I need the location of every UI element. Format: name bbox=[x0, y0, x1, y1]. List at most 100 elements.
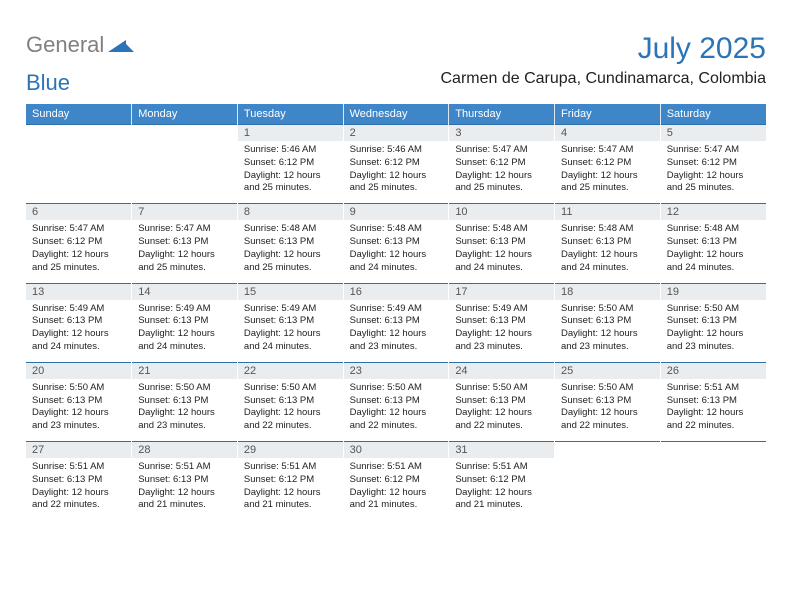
day-details: Sunrise: 5:46 AMSunset: 6:12 PMDaylight:… bbox=[344, 141, 449, 203]
calendar-cell: 25Sunrise: 5:50 AMSunset: 6:13 PMDayligh… bbox=[555, 362, 661, 441]
calendar-cell: 4Sunrise: 5:47 AMSunset: 6:12 PMDaylight… bbox=[555, 125, 661, 204]
day-details: Sunrise: 5:49 AMSunset: 6:13 PMDaylight:… bbox=[238, 300, 343, 362]
day-details: Sunrise: 5:51 AMSunset: 6:13 PMDaylight:… bbox=[661, 379, 766, 441]
day-number: 14 bbox=[132, 284, 237, 300]
calendar-cell: . bbox=[26, 125, 132, 204]
day-details: Sunrise: 5:49 AMSunset: 6:13 PMDaylight:… bbox=[449, 300, 554, 362]
calendar-cell: 20Sunrise: 5:50 AMSunset: 6:13 PMDayligh… bbox=[26, 362, 132, 441]
location-subtitle: Carmen de Carupa, Cundinamarca, Colombia bbox=[441, 70, 767, 88]
calendar-cell: 29Sunrise: 5:51 AMSunset: 6:12 PMDayligh… bbox=[237, 442, 343, 521]
day-details: Sunrise: 5:50 AMSunset: 6:13 PMDaylight:… bbox=[661, 300, 766, 362]
day-number: 13 bbox=[26, 284, 131, 300]
day-details: Sunrise: 5:48 AMSunset: 6:13 PMDaylight:… bbox=[555, 220, 660, 282]
day-details: Sunrise: 5:50 AMSunset: 6:13 PMDaylight:… bbox=[26, 379, 131, 441]
day-details: Sunrise: 5:49 AMSunset: 6:13 PMDaylight:… bbox=[344, 300, 449, 362]
day-details: Sunrise: 5:48 AMSunset: 6:13 PMDaylight:… bbox=[661, 220, 766, 282]
day-details: Sunrise: 5:50 AMSunset: 6:13 PMDaylight:… bbox=[238, 379, 343, 441]
day-number: 25 bbox=[555, 363, 660, 379]
day-details: Sunrise: 5:47 AMSunset: 6:12 PMDaylight:… bbox=[449, 141, 554, 203]
day-header: Wednesday bbox=[343, 104, 449, 125]
calendar-cell: 1Sunrise: 5:46 AMSunset: 6:12 PMDaylight… bbox=[237, 125, 343, 204]
brand-mark-icon bbox=[108, 36, 134, 57]
day-details: Sunrise: 5:49 AMSunset: 6:13 PMDaylight:… bbox=[26, 300, 131, 362]
calendar-cell: 3Sunrise: 5:47 AMSunset: 6:12 PMDaylight… bbox=[449, 125, 555, 204]
brand-part1: General bbox=[26, 32, 104, 58]
day-number: 4 bbox=[555, 125, 660, 141]
day-number: 27 bbox=[26, 442, 131, 458]
calendar-cell: 11Sunrise: 5:48 AMSunset: 6:13 PMDayligh… bbox=[555, 204, 661, 283]
day-details: Sunrise: 5:47 AMSunset: 6:13 PMDaylight:… bbox=[132, 220, 237, 282]
calendar-cell: 28Sunrise: 5:51 AMSunset: 6:13 PMDayligh… bbox=[132, 442, 238, 521]
day-header: Sunday bbox=[26, 104, 132, 125]
day-details: Sunrise: 5:51 AMSunset: 6:13 PMDaylight:… bbox=[132, 458, 237, 520]
day-details: Sunrise: 5:47 AMSunset: 6:12 PMDaylight:… bbox=[26, 220, 131, 282]
calendar-cell: 7Sunrise: 5:47 AMSunset: 6:13 PMDaylight… bbox=[132, 204, 238, 283]
day-details: Sunrise: 5:51 AMSunset: 6:13 PMDaylight:… bbox=[26, 458, 131, 520]
day-number: 16 bbox=[344, 284, 449, 300]
calendar-cell: 2Sunrise: 5:46 AMSunset: 6:12 PMDaylight… bbox=[343, 125, 449, 204]
day-number: 28 bbox=[132, 442, 237, 458]
calendar-cell: 17Sunrise: 5:49 AMSunset: 6:13 PMDayligh… bbox=[449, 283, 555, 362]
calendar-cell: 6Sunrise: 5:47 AMSunset: 6:12 PMDaylight… bbox=[26, 204, 132, 283]
day-details: Sunrise: 5:48 AMSunset: 6:13 PMDaylight:… bbox=[344, 220, 449, 282]
page-title: July 2025 bbox=[441, 32, 767, 66]
day-details: Sunrise: 5:50 AMSunset: 6:13 PMDaylight:… bbox=[555, 300, 660, 362]
calendar-cell: 18Sunrise: 5:50 AMSunset: 6:13 PMDayligh… bbox=[555, 283, 661, 362]
day-number: 29 bbox=[238, 442, 343, 458]
day-number: 11 bbox=[555, 204, 660, 220]
calendar-cell: 14Sunrise: 5:49 AMSunset: 6:13 PMDayligh… bbox=[132, 283, 238, 362]
brand-logo: General bbox=[26, 32, 134, 58]
day-details: Sunrise: 5:51 AMSunset: 6:12 PMDaylight:… bbox=[344, 458, 449, 520]
calendar-cell: 13Sunrise: 5:49 AMSunset: 6:13 PMDayligh… bbox=[26, 283, 132, 362]
day-number: 8 bbox=[238, 204, 343, 220]
day-header: Saturday bbox=[660, 104, 766, 125]
day-details: Sunrise: 5:48 AMSunset: 6:13 PMDaylight:… bbox=[449, 220, 554, 282]
day-number: 10 bbox=[449, 204, 554, 220]
day-number: 3 bbox=[449, 125, 554, 141]
day-number: 17 bbox=[449, 284, 554, 300]
calendar-cell: 10Sunrise: 5:48 AMSunset: 6:13 PMDayligh… bbox=[449, 204, 555, 283]
day-number: 15 bbox=[238, 284, 343, 300]
day-details: Sunrise: 5:46 AMSunset: 6:12 PMDaylight:… bbox=[238, 141, 343, 203]
calendar-cell: 24Sunrise: 5:50 AMSunset: 6:13 PMDayligh… bbox=[449, 362, 555, 441]
calendar-cell: 8Sunrise: 5:48 AMSunset: 6:13 PMDaylight… bbox=[237, 204, 343, 283]
day-details: Sunrise: 5:51 AMSunset: 6:12 PMDaylight:… bbox=[449, 458, 554, 520]
day-number: 26 bbox=[661, 363, 766, 379]
calendar-cell: 21Sunrise: 5:50 AMSunset: 6:13 PMDayligh… bbox=[132, 362, 238, 441]
day-header: Tuesday bbox=[237, 104, 343, 125]
day-number: 18 bbox=[555, 284, 660, 300]
day-number: 20 bbox=[26, 363, 131, 379]
day-number: 22 bbox=[238, 363, 343, 379]
calendar-cell: 5Sunrise: 5:47 AMSunset: 6:12 PMDaylight… bbox=[660, 125, 766, 204]
calendar-cell: 22Sunrise: 5:50 AMSunset: 6:13 PMDayligh… bbox=[237, 362, 343, 441]
calendar-cell: 26Sunrise: 5:51 AMSunset: 6:13 PMDayligh… bbox=[660, 362, 766, 441]
calendar-table: SundayMondayTuesdayWednesdayThursdayFrid… bbox=[26, 104, 766, 520]
day-number: 12 bbox=[661, 204, 766, 220]
day-number: 30 bbox=[344, 442, 449, 458]
day-number: 24 bbox=[449, 363, 554, 379]
day-number: 31 bbox=[449, 442, 554, 458]
day-number: 19 bbox=[661, 284, 766, 300]
day-details: Sunrise: 5:50 AMSunset: 6:13 PMDaylight:… bbox=[132, 379, 237, 441]
day-details: Sunrise: 5:51 AMSunset: 6:12 PMDaylight:… bbox=[238, 458, 343, 520]
calendar-cell: 27Sunrise: 5:51 AMSunset: 6:13 PMDayligh… bbox=[26, 442, 132, 521]
calendar-cell: 31Sunrise: 5:51 AMSunset: 6:12 PMDayligh… bbox=[449, 442, 555, 521]
calendar-cell: . bbox=[660, 442, 766, 521]
calendar-cell: 19Sunrise: 5:50 AMSunset: 6:13 PMDayligh… bbox=[660, 283, 766, 362]
day-header: Thursday bbox=[449, 104, 555, 125]
calendar-cell: 9Sunrise: 5:48 AMSunset: 6:13 PMDaylight… bbox=[343, 204, 449, 283]
calendar-cell: . bbox=[555, 442, 661, 521]
day-number: 5 bbox=[661, 125, 766, 141]
day-number: 23 bbox=[344, 363, 449, 379]
calendar-cell: . bbox=[132, 125, 238, 204]
calendar-cell: 15Sunrise: 5:49 AMSunset: 6:13 PMDayligh… bbox=[237, 283, 343, 362]
calendar-cell: 12Sunrise: 5:48 AMSunset: 6:13 PMDayligh… bbox=[660, 204, 766, 283]
calendar-cell: 16Sunrise: 5:49 AMSunset: 6:13 PMDayligh… bbox=[343, 283, 449, 362]
day-number: 2 bbox=[344, 125, 449, 141]
day-details: Sunrise: 5:48 AMSunset: 6:13 PMDaylight:… bbox=[238, 220, 343, 282]
day-number: 1 bbox=[238, 125, 343, 141]
day-number: 7 bbox=[132, 204, 237, 220]
day-details: Sunrise: 5:47 AMSunset: 6:12 PMDaylight:… bbox=[555, 141, 660, 203]
day-details: Sunrise: 5:47 AMSunset: 6:12 PMDaylight:… bbox=[661, 141, 766, 203]
day-header: Friday bbox=[555, 104, 661, 125]
